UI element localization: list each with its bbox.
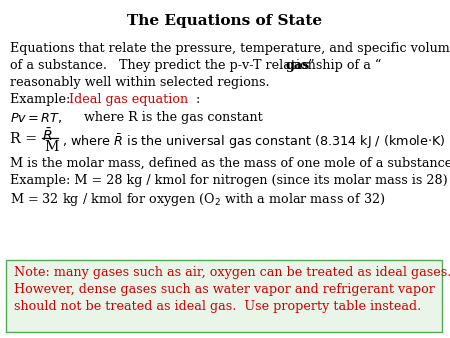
Text: reasonably well within selected regions.: reasonably well within selected regions. [10, 76, 270, 89]
Text: Equations that relate the pressure, temperature, and specific volume: Equations that relate the pressure, temp… [10, 42, 450, 55]
Text: Note: many gases such as air, oxygen can be treated as ideal gases.: Note: many gases such as air, oxygen can… [14, 266, 450, 279]
Text: ”: ” [307, 59, 314, 72]
Text: $\bar{R}$: $\bar{R}$ [42, 127, 53, 144]
Text: $Pv = RT,$: $Pv = RT,$ [10, 111, 63, 125]
Text: of a substance.   They predict the p-v-T relationship of a “: of a substance. They predict the p-v-T r… [10, 59, 382, 72]
Text: M is the molar mass, defined as the mass of one mole of a substance.: M is the molar mass, defined as the mass… [10, 157, 450, 170]
Text: However, dense gases such as water vapor and refrigerant vapor: However, dense gases such as water vapor… [14, 283, 435, 296]
Text: Example: M = 28 kg / kmol for nitrogen (since its molar mass is 28): Example: M = 28 kg / kmol for nitrogen (… [10, 174, 448, 187]
Text: should not be treated as ideal gas.  Use property table instead.: should not be treated as ideal gas. Use … [14, 300, 421, 313]
Text: gas: gas [286, 59, 310, 72]
Text: M = 32 kg / kmol for oxygen (O$_2$ with a molar mass of 32): M = 32 kg / kmol for oxygen (O$_2$ with … [10, 191, 386, 208]
FancyBboxPatch shape [6, 260, 442, 332]
Text: where R is the gas constant: where R is the gas constant [80, 111, 263, 124]
Text: M: M [44, 140, 58, 154]
Text: , where $\bar{R}$ is the universal gas constant (8.314 kJ / (kmole$\cdot$K): , where $\bar{R}$ is the universal gas c… [62, 132, 446, 150]
Text: Ideal gas equation: Ideal gas equation [69, 93, 188, 106]
Text: Example:: Example: [10, 93, 74, 106]
Text: R =: R = [10, 132, 41, 146]
Text: :: : [196, 93, 200, 106]
Text: The Equations of State: The Equations of State [127, 14, 323, 28]
